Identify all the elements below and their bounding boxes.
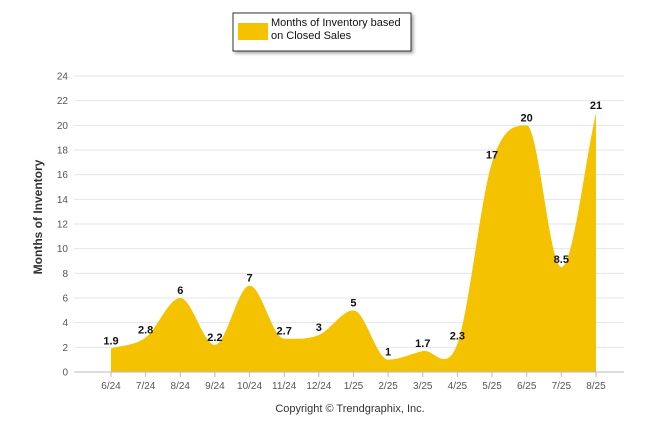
y-tick-label: 2 [62,343,68,354]
x-tick-label: 4/25 [448,381,468,392]
x-tick-label: 7/25 [552,381,572,392]
x-axis: 6/24 7/24 8/24 9/24 10/24 11/24 12/24 1/25 2/25 3… [74,371,624,392]
copyright-footer: Copyright © Trendgraphix, Inc. [275,403,424,415]
data-label: 3 [316,322,322,334]
y-tick-label: 10 [57,244,69,255]
x-tick-label: 6/24 [101,381,121,392]
data-label: 5 [350,297,356,309]
y-tick-label: 8 [62,269,68,280]
x-tick-label: 2/25 [378,381,398,392]
data-label: 17 [486,149,498,161]
y-tick-label: 18 [57,146,69,157]
y-tick-label: 14 [57,195,69,206]
data-label: 2.7 [277,326,292,338]
y-axis-title: Months of Inventory [31,159,45,274]
y-tick-label: 22 [57,96,69,107]
x-tick-label: 1/25 [344,381,364,392]
x-tick-label: 10/24 [237,381,262,392]
x-tick-label: 8/24 [171,381,191,392]
legend-label-line-1: Months of Inventory based [271,17,401,29]
x-tick-label: 11/24 [272,381,297,392]
y-tick-label: 0 [62,368,68,379]
x-tick-label: 9/24 [205,381,225,392]
y-tick-label: 12 [57,220,69,231]
data-label: 2.3 [450,331,465,343]
x-tick-label: 6/25 [517,381,537,392]
y-tick-label: 6 [62,294,68,305]
data-label: 1 [385,347,391,359]
data-label: 1.9 [103,336,118,348]
y-tick-label: 4 [62,318,68,329]
data-label: 6 [177,285,183,297]
data-label: 7 [246,273,252,285]
area-series [111,113,596,372]
data-labels: 1.9 2.8 6 2.2 7 2.7 3 5 1 1.7 2.3 17 20 8.5 21 [103,100,602,359]
x-tick-label: 7/24 [136,381,156,392]
x-tick-label: 12/24 [306,381,331,392]
y-tick-label: 20 [57,121,69,132]
legend-label-line-2: on Closed Sales [271,30,352,42]
data-label: 2.2 [207,332,222,344]
x-tick-label: 5/25 [482,381,502,392]
x-tick-label: 3/25 [413,381,433,392]
data-label: 8.5 [554,254,569,266]
y-tick-label: 24 [57,72,69,83]
data-label: 20 [521,112,533,124]
data-label: 2.8 [138,324,153,336]
x-tick-label: 8/25 [586,381,606,392]
y-tick-label: 16 [57,170,69,181]
data-label: 1.7 [415,338,430,350]
legend-swatch [238,23,268,40]
legend: Months of Inventory based on Closed Sale… [232,12,412,52]
data-label: 21 [590,100,602,112]
